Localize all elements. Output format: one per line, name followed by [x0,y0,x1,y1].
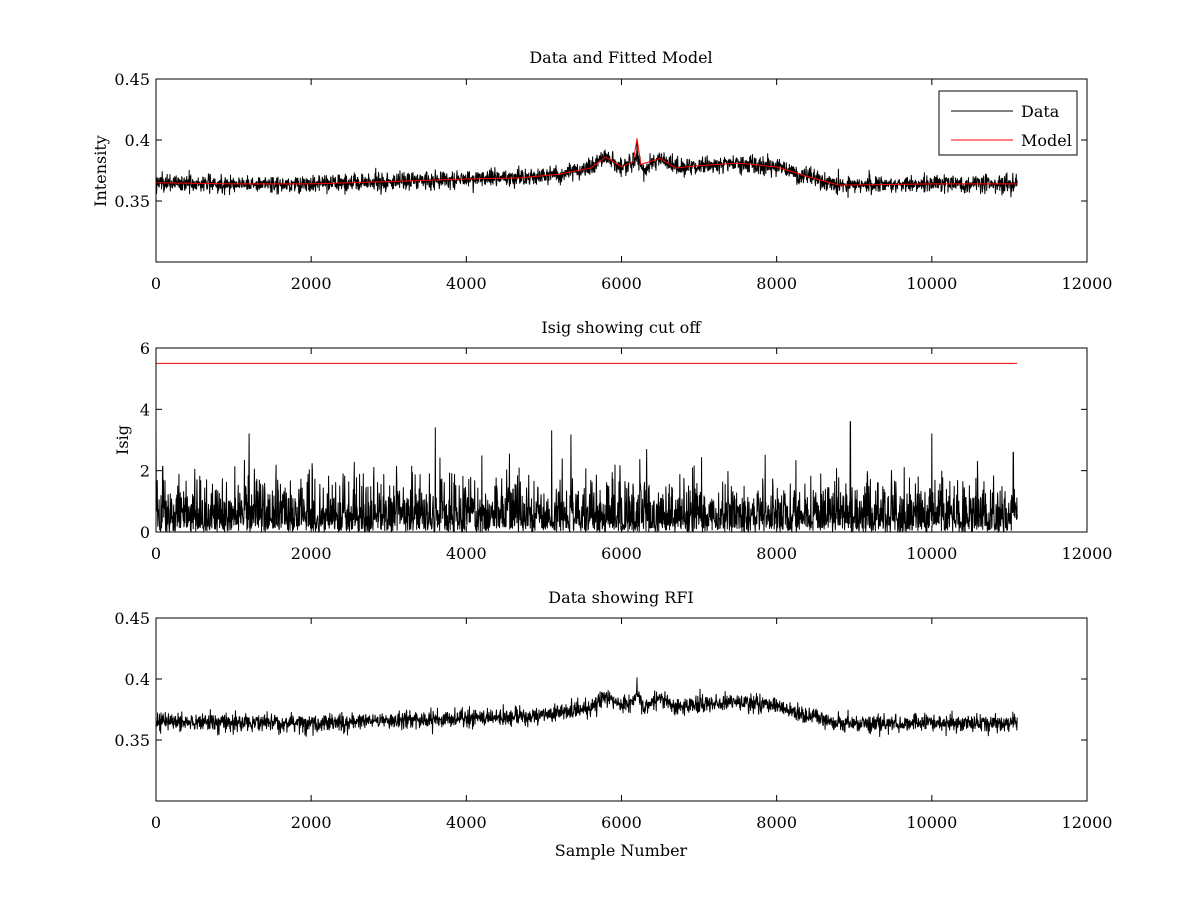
xtick-label: 4000 [446,544,487,563]
panel-2-axes-box [155,347,1088,533]
panel-2-ylabel: Isig [113,425,132,455]
xtick-label: 12000 [1062,544,1113,563]
ytick-label: 0.4 [125,131,150,150]
xtick-label: 10000 [906,274,957,293]
xtick-label: 12000 [1062,813,1113,832]
panel-3-axes-box [155,617,1088,802]
series-line [155,138,1018,186]
series-line [155,421,1018,533]
legend: Data Model [938,90,1078,156]
panel-isig-showing-cut-off: Isig showing cut off Isig 0 2000 4000 6000 8… [113,318,1112,563]
xtick-label: 12000 [1062,274,1113,293]
xtick-label: 6000 [601,544,642,563]
ytick-label: 6 [140,339,150,358]
ytick-label: 0.4 [125,670,150,689]
panel-1-ticks: 0 2000 4000 6000 8000 10000 12000 0.35 0.4 0.45 [114,70,1112,293]
xtick-label: 4000 [446,274,487,293]
series-line [155,138,1018,199]
xtick-label: 8000 [756,274,797,293]
ytick-label: 0 [140,523,150,542]
series-line [155,677,1018,737]
xtick-label: 10000 [906,544,957,563]
legend-model-label: Model [1021,131,1072,150]
panel-2-ticks: 0 2000 4000 6000 8000 10000 12000 0 2 4 6 [140,339,1113,563]
xtick-label: 0 [151,813,161,832]
panel-1-title: Data and Fitted Model [529,48,712,67]
panel-2-series-layer [155,362,1018,533]
panel-2-title: Isig showing cut off [541,318,702,337]
xtick-label: 8000 [756,544,797,563]
panel-3-ticks: 0 2000 4000 6000 8000 10000 12000 0.35 0.4 0.45 [114,609,1112,832]
panel-3-xlabel: Sample Number [555,841,688,860]
ytick-label: 4 [140,400,150,419]
xtick-label: 0 [151,274,161,293]
xtick-label: 6000 [601,813,642,832]
xtick-label: 4000 [446,813,487,832]
xtick-label: 0 [151,544,161,563]
panel-1-ylabel: Intensity [91,135,110,207]
ytick-label: 0.45 [114,70,150,89]
panel-3-title: Data showing RFI [548,588,693,607]
ytick-label: 0.45 [114,609,150,628]
xtick-label: 2000 [291,544,332,563]
xtick-label: 10000 [906,813,957,832]
panel-data-and-fitted-model: Data and Fitted Model Intensity 0 2000 400… [91,48,1112,293]
xtick-label: 2000 [291,274,332,293]
panel-3-series-layer [155,677,1018,737]
panel-data-showing-rfi: Data showing RFI 0 2000 4000 6000 8000 10000 1… [114,588,1112,860]
ytick-label: 0.35 [114,192,150,211]
xtick-label: 2000 [291,813,332,832]
legend-data-label: Data [1021,102,1060,121]
ytick-label: 0.35 [114,731,150,750]
xtick-label: 6000 [601,274,642,293]
ytick-label: 2 [140,462,150,481]
panel-1-axes-box [155,78,1088,263]
legend-box [938,90,1078,156]
xtick-label: 8000 [756,813,797,832]
panel-1-series-layer [155,138,1018,199]
